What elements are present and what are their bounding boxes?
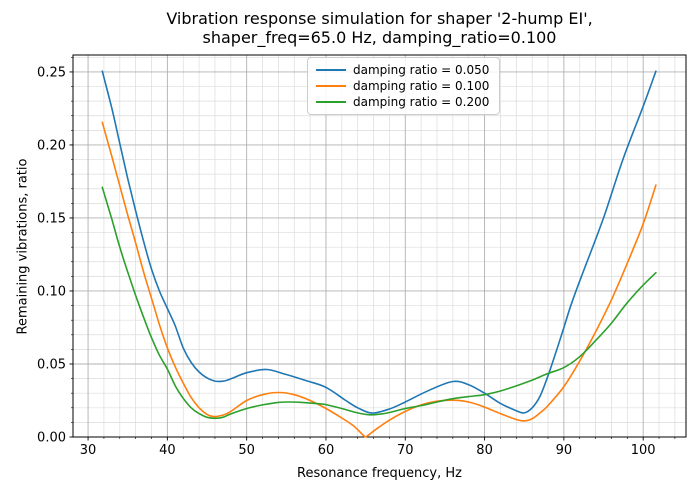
- legend-label: damping ratio = 0.100: [353, 78, 490, 93]
- plot-border: [72, 54, 687, 438]
- x-tick-label: 90: [556, 443, 573, 458]
- series-line-1: [101, 121, 657, 438]
- chart-title: Vibration response simulation for shaper…: [166, 9, 593, 47]
- y-tick-label: 0.05: [37, 357, 66, 372]
- legend-line-icon: [316, 84, 346, 87]
- y-axis-label: Remaining vibrations, ratio: [15, 158, 31, 335]
- x-tick-label: 40: [159, 443, 176, 458]
- x-tick-label: 70: [397, 443, 414, 458]
- y-tick-label: 0.15: [37, 211, 66, 226]
- x-tick-label: 60: [318, 443, 335, 458]
- legend-item: damping ratio = 0.200: [316, 94, 489, 109]
- y-tick-label: 0.00: [37, 431, 66, 446]
- y-tick-label: 0.25: [37, 65, 66, 80]
- legend-item: damping ratio = 0.100: [316, 78, 489, 93]
- y-tick-label: 0.10: [37, 284, 66, 299]
- legend-label: damping ratio = 0.200: [353, 94, 490, 109]
- legend-item: damping ratio = 0.050: [316, 62, 489, 77]
- legend-line-icon: [316, 100, 346, 103]
- x-tick-label: 80: [476, 443, 493, 458]
- legend: damping ratio = 0.050 damping ratio = 0.…: [307, 57, 501, 115]
- legend-line-icon: [316, 68, 346, 71]
- series-line-2: [101, 186, 657, 420]
- series-line-0: [101, 70, 657, 414]
- x-tick-label: 50: [238, 443, 255, 458]
- x-tick-label: 30: [80, 443, 97, 458]
- legend-label: damping ratio = 0.050: [353, 62, 490, 77]
- y-tick-label: 0.20: [37, 138, 66, 153]
- x-axis-label: Resonance frequency, Hz: [297, 466, 462, 481]
- x-tick-label: 100: [631, 443, 656, 458]
